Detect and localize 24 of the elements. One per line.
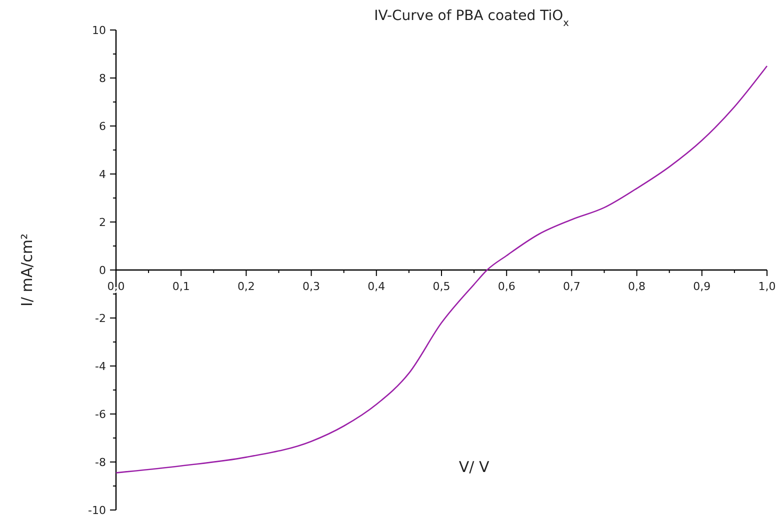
y-tick-label: 8	[99, 72, 106, 85]
chart-title: IV-Curve of PBA coated TiO$_{x}$	[374, 8, 570, 28]
x-tick-label: 0,6	[498, 280, 516, 293]
x-tick-label: 0,2	[237, 280, 255, 293]
y-tick-label: -10	[88, 504, 106, 517]
y-tick-label: -4	[95, 360, 106, 373]
y-tick-label: 10	[92, 24, 106, 37]
x-tick-label: 0,3	[302, 280, 320, 293]
x-tick-label: 0,1	[172, 280, 190, 293]
x-tick-label: 0,8	[628, 280, 646, 293]
y-tick-label: 4	[99, 168, 106, 181]
y-tick-label: 2	[99, 216, 106, 229]
y-tick-label: -2	[95, 312, 106, 325]
x-tick-label: 1,0	[758, 280, 776, 293]
x-tick-label: 0,4	[368, 280, 386, 293]
x-axis-title: V/ V	[458, 458, 490, 476]
y-tick-label: 6	[99, 120, 106, 133]
x-tick-label: 0,7	[562, 280, 580, 293]
y-tick-label: -8	[95, 456, 106, 469]
y-axis-title: I/ mA/cm²	[18, 233, 36, 307]
y-tick-label: -6	[95, 408, 106, 421]
y-tick-label: 0	[99, 264, 106, 277]
x-tick-label: 0,9	[693, 280, 711, 293]
x-tick-label: 0,5	[432, 280, 450, 293]
